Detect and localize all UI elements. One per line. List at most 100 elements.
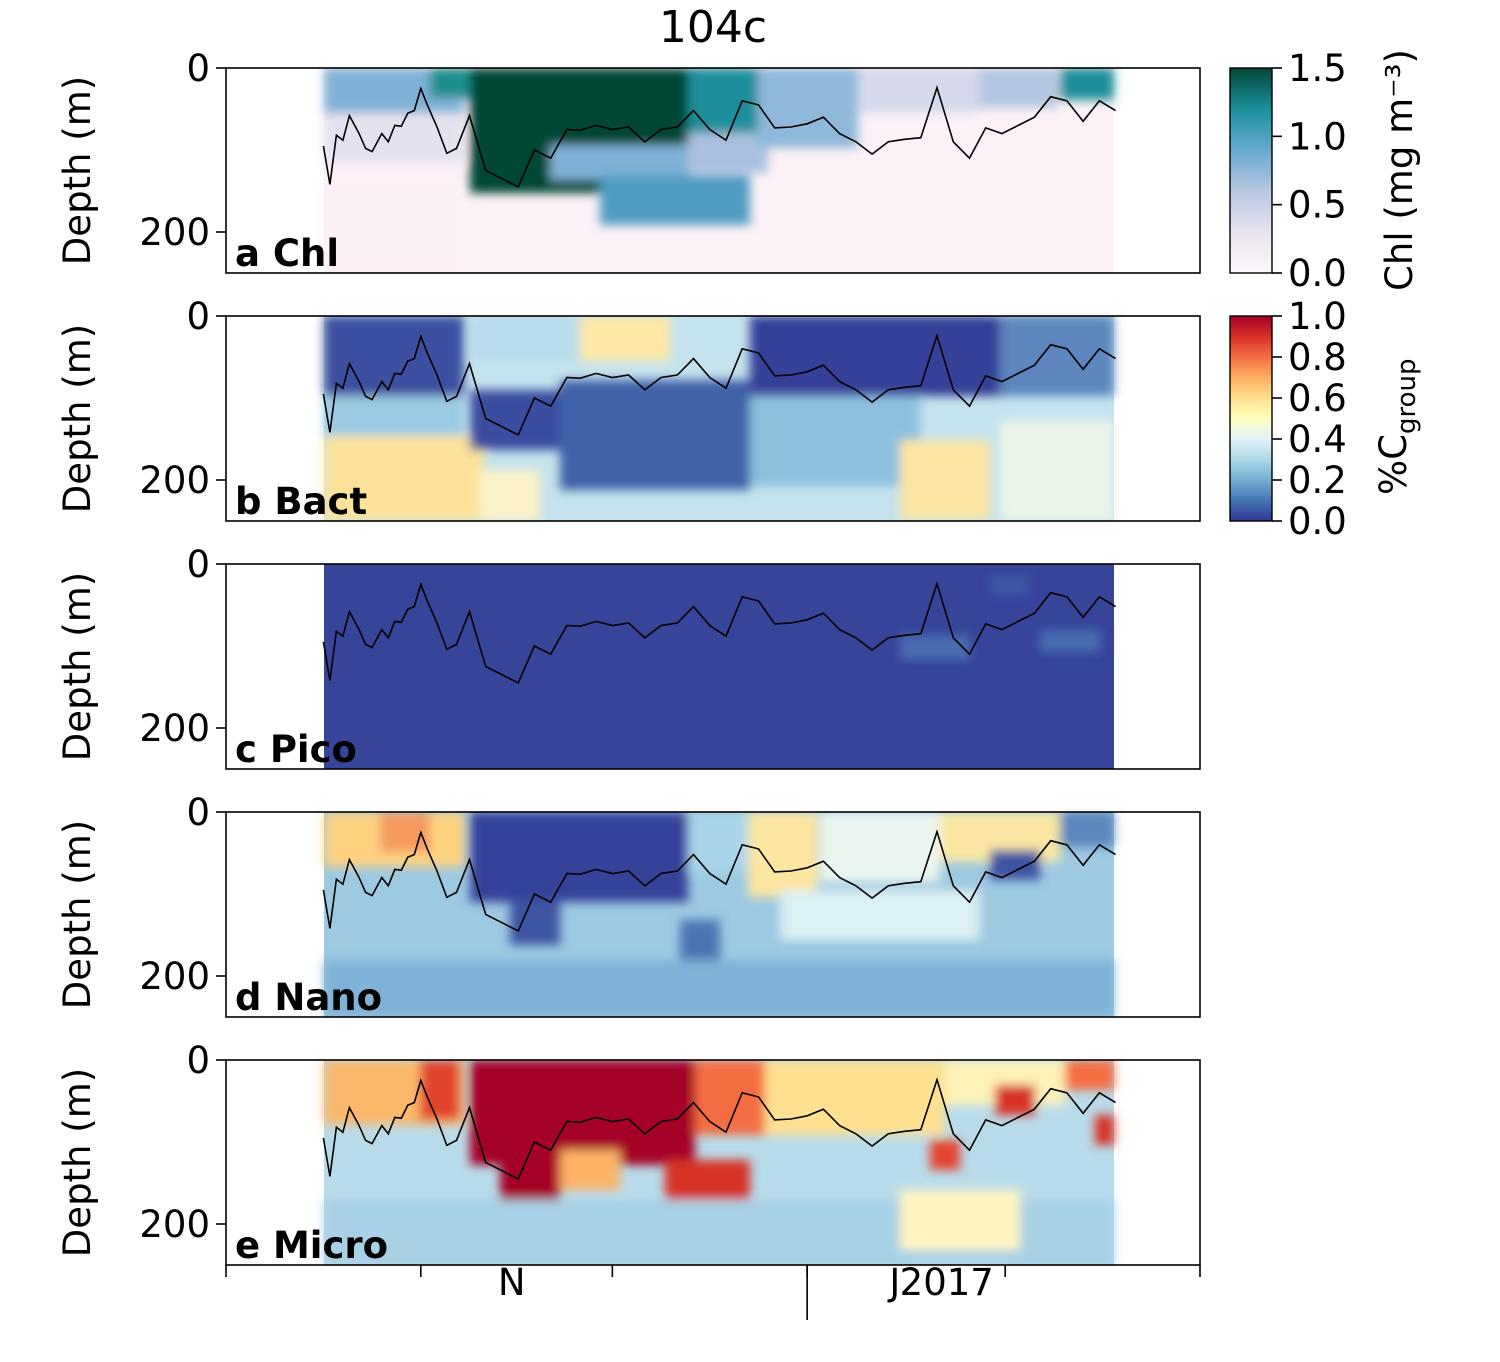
panel-c-blob [1040,630,1100,652]
panel-b-blob [900,440,990,520]
colorbar-tick-label: 0.8 [1288,336,1347,379]
y-axis-label: Depth (m) [56,76,99,265]
panel-d-y-axis: 0 200 Depth (m) [56,791,226,1009]
colorbar-tick-label: 0.4 [1288,418,1347,461]
panel-a-blob [688,68,758,133]
panel-a-blob [600,175,750,225]
panel-a-chl: 0 200 Depth (m) a Chl [56,47,1201,275]
panel-a-blob [550,145,690,180]
panel-c-field-base [324,564,1114,769]
cgroup-colorbar: 1.00.80.60.40.20.0 %Cgroup [1229,295,1422,543]
y-tick-label: 200 [139,211,210,254]
panel-d-blob [1060,812,1114,847]
panel-d-mld-line [322,829,1117,932]
panel-b-mld-line [322,333,1117,436]
y-axis-label: Depth (m) [56,820,99,1009]
panel-a-blob [858,68,978,113]
panel-c-mld-line [322,581,1117,684]
panel-b-blob [750,316,1000,396]
chl-colorbar-gradient [1229,67,1273,274]
panel-d-nano: 0 200 Depth (m) d Nano [56,791,1201,1019]
panel-e-blob [420,1060,460,1120]
panel-e-blob [995,1085,1035,1115]
colorbar-tick-label: 0.2 [1288,459,1347,502]
panel-d-blob [680,920,720,960]
panel-d-blob [748,812,818,897]
x-tick-label: J [887,1261,900,1304]
panel-d-blob [510,900,560,945]
panel-d-blob [324,960,1114,1017]
cgroup-colorbar-ticks: 1.00.80.60.40.20.0 [1272,295,1347,543]
panel-b-blob [1000,420,1114,521]
panel-e-micro: 0 200 Depth (m) e Micro [56,1039,1201,1267]
panel-e-mld-line [322,1077,1117,1180]
chl-colorbar-label: Chl (mg m⁻³) [1378,49,1421,291]
y-tick-label: 200 [139,459,210,502]
panel-e-label: e Micro [235,1224,388,1267]
colorbar-tick-label: 0.5 [1288,184,1347,227]
panel-b-blob [560,380,750,490]
y-axis-label: Depth (m) [56,572,99,761]
panel-e-heatmap [322,1060,1117,1265]
panel-d-blob [820,812,940,882]
panel-b-frame [225,315,1201,522]
chl-colorbar-ticks: 1.5 1.0 0.5 0.0 [1272,47,1347,295]
panel-e-blob [930,1140,960,1170]
chl-colorbar: 1.5 1.0 0.5 0.0 Chl (mg m⁻³) [1229,47,1421,295]
panel-e-blob [560,1150,620,1190]
colorbar-tick-label: 1.5 [1288,47,1347,90]
y-tick-label: 200 [139,955,210,998]
cgroup-colorbar-gradient [1229,315,1273,522]
panel-b-blob [324,396,464,436]
colorbar-tick-label: 0.0 [1288,500,1347,543]
panel-e-y-axis: 0 200 Depth (m) [56,1039,226,1257]
panel-d-frame [225,811,1201,1018]
colorbar-tick-label: 1.0 [1288,295,1347,338]
colorbar-tick-label: 0.0 [1288,252,1347,295]
panel-b-bact: 0 200 Depth (m) b Bact [56,295,1201,523]
panel-a-blob [324,113,464,163]
panel-d-blob [688,812,748,872]
panel-d-blob [380,812,430,852]
panel-b-y-axis: 0 200 Depth (m) [56,295,226,513]
panel-a-blob [1060,68,1114,100]
y-tick-label: 0 [186,543,210,586]
panel-a-heatmap [322,68,1117,273]
time-axis: N J 2017 [225,1261,1201,1320]
y-tick-label: 0 [186,295,210,338]
colorbar-tick-label: 0.6 [1288,377,1347,420]
panel-a-blob [978,68,1058,108]
panel-b-blob [324,316,464,396]
panel-c-blob [900,635,970,660]
cgroup-label-main: %C [1372,434,1415,495]
panel-b-blob [480,470,540,521]
panel-b-blob [324,436,484,521]
panel-e-blob [765,1060,945,1135]
panel-a-frame [225,67,1201,274]
panel-b-blob [580,316,670,361]
y-tick-label: 0 [186,47,210,90]
panel-e-blob [1095,1115,1114,1145]
x-tick-label: N [498,1261,526,1304]
panel-c-pico: 0 200 Depth (m) c Pico [56,543,1201,771]
panel-c-heatmap [322,564,1117,769]
panel-d-heatmap [322,812,1117,1017]
panel-d-blob [990,850,1040,880]
panel-d-label: d Nano [235,976,382,1019]
y-axis-label: Depth (m) [56,324,99,513]
panel-d-blob [780,890,980,940]
panel-d-blob [470,812,688,902]
panel-b-label: b Bact [235,480,367,523]
panel-a-blob [430,68,470,98]
colorbar-tick-label: 1.0 [1288,115,1347,158]
panel-a-y-axis: 0 200 Depth (m) [56,47,226,265]
panel-c-blob [990,575,1030,595]
panel-a-mld-line [322,85,1117,188]
panel-e-frame [225,1059,1201,1266]
y-tick-label: 200 [139,1203,210,1246]
cgroup-colorbar-label: %Cgroup [1372,358,1422,495]
panel-b-heatmap [322,316,1117,521]
y-axis-label: Depth (m) [56,1068,99,1257]
panel-b-blob [1000,316,1114,396]
